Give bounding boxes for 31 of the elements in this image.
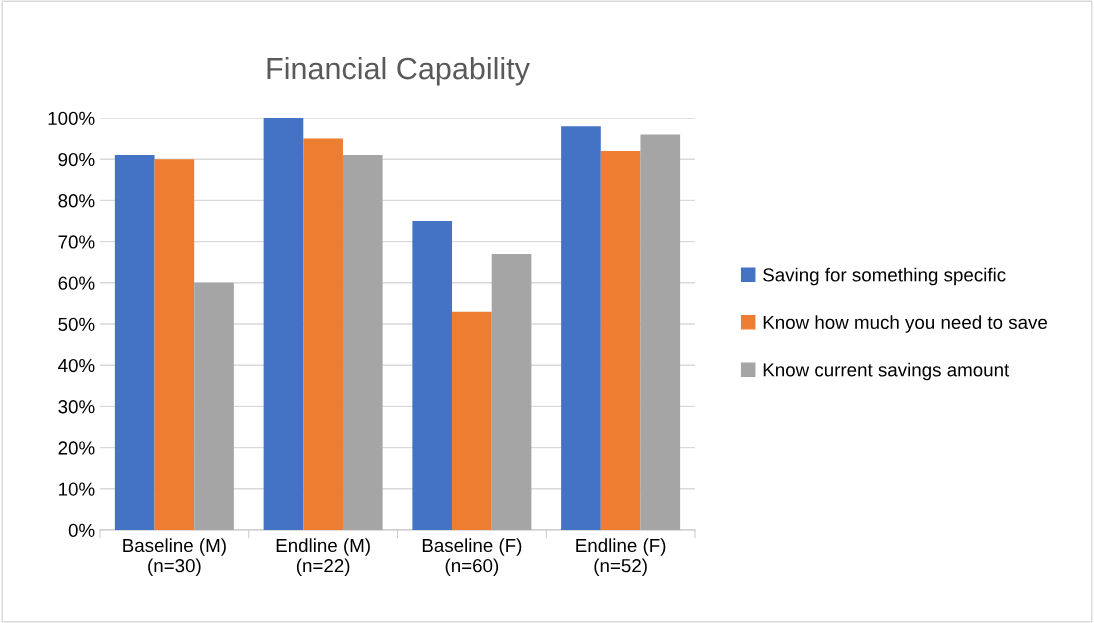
bar xyxy=(342,155,383,530)
bar xyxy=(561,126,601,530)
x-tick-label: Endline (M) (n=22) xyxy=(276,538,370,576)
y-tick-label: 40% xyxy=(58,358,95,373)
x-tick-label: Baseline (F) (n=60) xyxy=(422,538,522,576)
bar xyxy=(491,253,532,530)
legend-label: Know how much you need to save xyxy=(763,315,1048,333)
y-tick-label: 0% xyxy=(68,523,95,537)
y-tick-label: 30% xyxy=(58,400,95,414)
bar xyxy=(412,221,453,530)
bar xyxy=(154,159,195,530)
y-tick-label: 50% xyxy=(58,317,95,331)
bar xyxy=(263,118,304,530)
y-tick-label: 90% xyxy=(58,152,95,167)
legend-label: Saving for something specific xyxy=(763,267,1006,286)
bar xyxy=(114,155,155,530)
bar xyxy=(640,134,681,530)
x-tick-label: Baseline (M) (n=30) xyxy=(123,538,226,576)
chart-title: Financial Capability xyxy=(267,56,530,86)
bar xyxy=(194,282,234,530)
bar xyxy=(452,311,492,530)
y-tick-label: 80% xyxy=(58,194,95,208)
bar xyxy=(303,138,343,530)
y-tick-label: 100% xyxy=(48,111,95,125)
y-tick-label: 10% xyxy=(59,482,95,496)
x-tick-label: Endline (F) (n=52) xyxy=(576,538,666,576)
y-tick-label: 70% xyxy=(58,235,95,249)
y-tick-label: 20% xyxy=(58,441,95,455)
y-tick-label: 60% xyxy=(58,276,95,290)
legend-label: Know current savings amount xyxy=(763,362,1010,381)
bar xyxy=(600,150,641,530)
